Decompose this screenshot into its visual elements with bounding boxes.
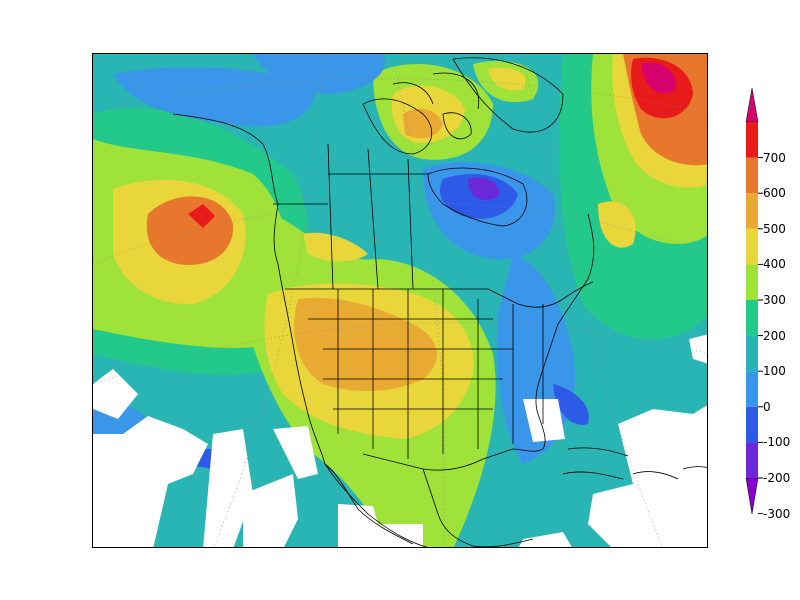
field-arctic-orange xyxy=(403,108,443,139)
field-florida-darkblue xyxy=(553,384,589,425)
colorbar-swatches xyxy=(745,88,759,514)
graticule-lines xyxy=(93,54,707,547)
field-atlantic-magenta xyxy=(641,62,677,94)
colorbar-bottom-arrow xyxy=(745,477,759,514)
colorbar-tick-label: 0 xyxy=(763,399,771,414)
colorbar-swatch xyxy=(746,122,758,158)
field-central-orange xyxy=(294,297,437,391)
colorbar-tick-label: -100 xyxy=(763,435,791,450)
field-hudson-purple xyxy=(468,177,499,200)
colorbar-swatch xyxy=(746,406,758,443)
field-greenland-yellow xyxy=(488,67,526,91)
coastline-lines xyxy=(172,57,707,547)
field-nw-blue xyxy=(113,67,315,127)
field-rockies-yellow xyxy=(303,232,368,262)
colorbar-tick-label: -300 xyxy=(763,506,791,521)
colorbar-tick-label: 700 xyxy=(763,150,786,165)
colorbar-tick-label: 600 xyxy=(763,186,786,201)
missing-data-areas xyxy=(93,334,707,547)
colorbar-tick-label: 300 xyxy=(763,293,786,307)
field-west-red xyxy=(188,204,215,228)
colorbar-tick-label: -200 xyxy=(763,471,791,485)
colorbar-swatch xyxy=(746,264,758,300)
colorbar-tick-label: 400 xyxy=(763,257,786,272)
colorbar xyxy=(745,88,763,514)
colorbar-swatch xyxy=(746,300,758,336)
colorbar-swatch xyxy=(746,193,758,229)
colorbar-swatch xyxy=(746,442,758,478)
field-atlantic-yellow xyxy=(598,201,636,248)
colorbar-tick-label: 500 xyxy=(763,221,786,236)
colorbar-tick-label: 100 xyxy=(763,364,786,379)
contour-map xyxy=(93,54,707,547)
colorbar-swatch xyxy=(746,228,758,265)
map-panel[interactable] xyxy=(92,53,708,548)
colorbar-swatch xyxy=(746,371,758,407)
colorbar-tick-label: 200 xyxy=(763,328,786,343)
colorbar-swatch xyxy=(746,335,758,372)
field-west-orange xyxy=(146,196,234,265)
colorbar-ticks xyxy=(758,157,763,514)
field-north-blue xyxy=(253,54,385,94)
colorbar-top-arrow xyxy=(745,88,759,123)
colorbar-swatch xyxy=(746,157,758,194)
